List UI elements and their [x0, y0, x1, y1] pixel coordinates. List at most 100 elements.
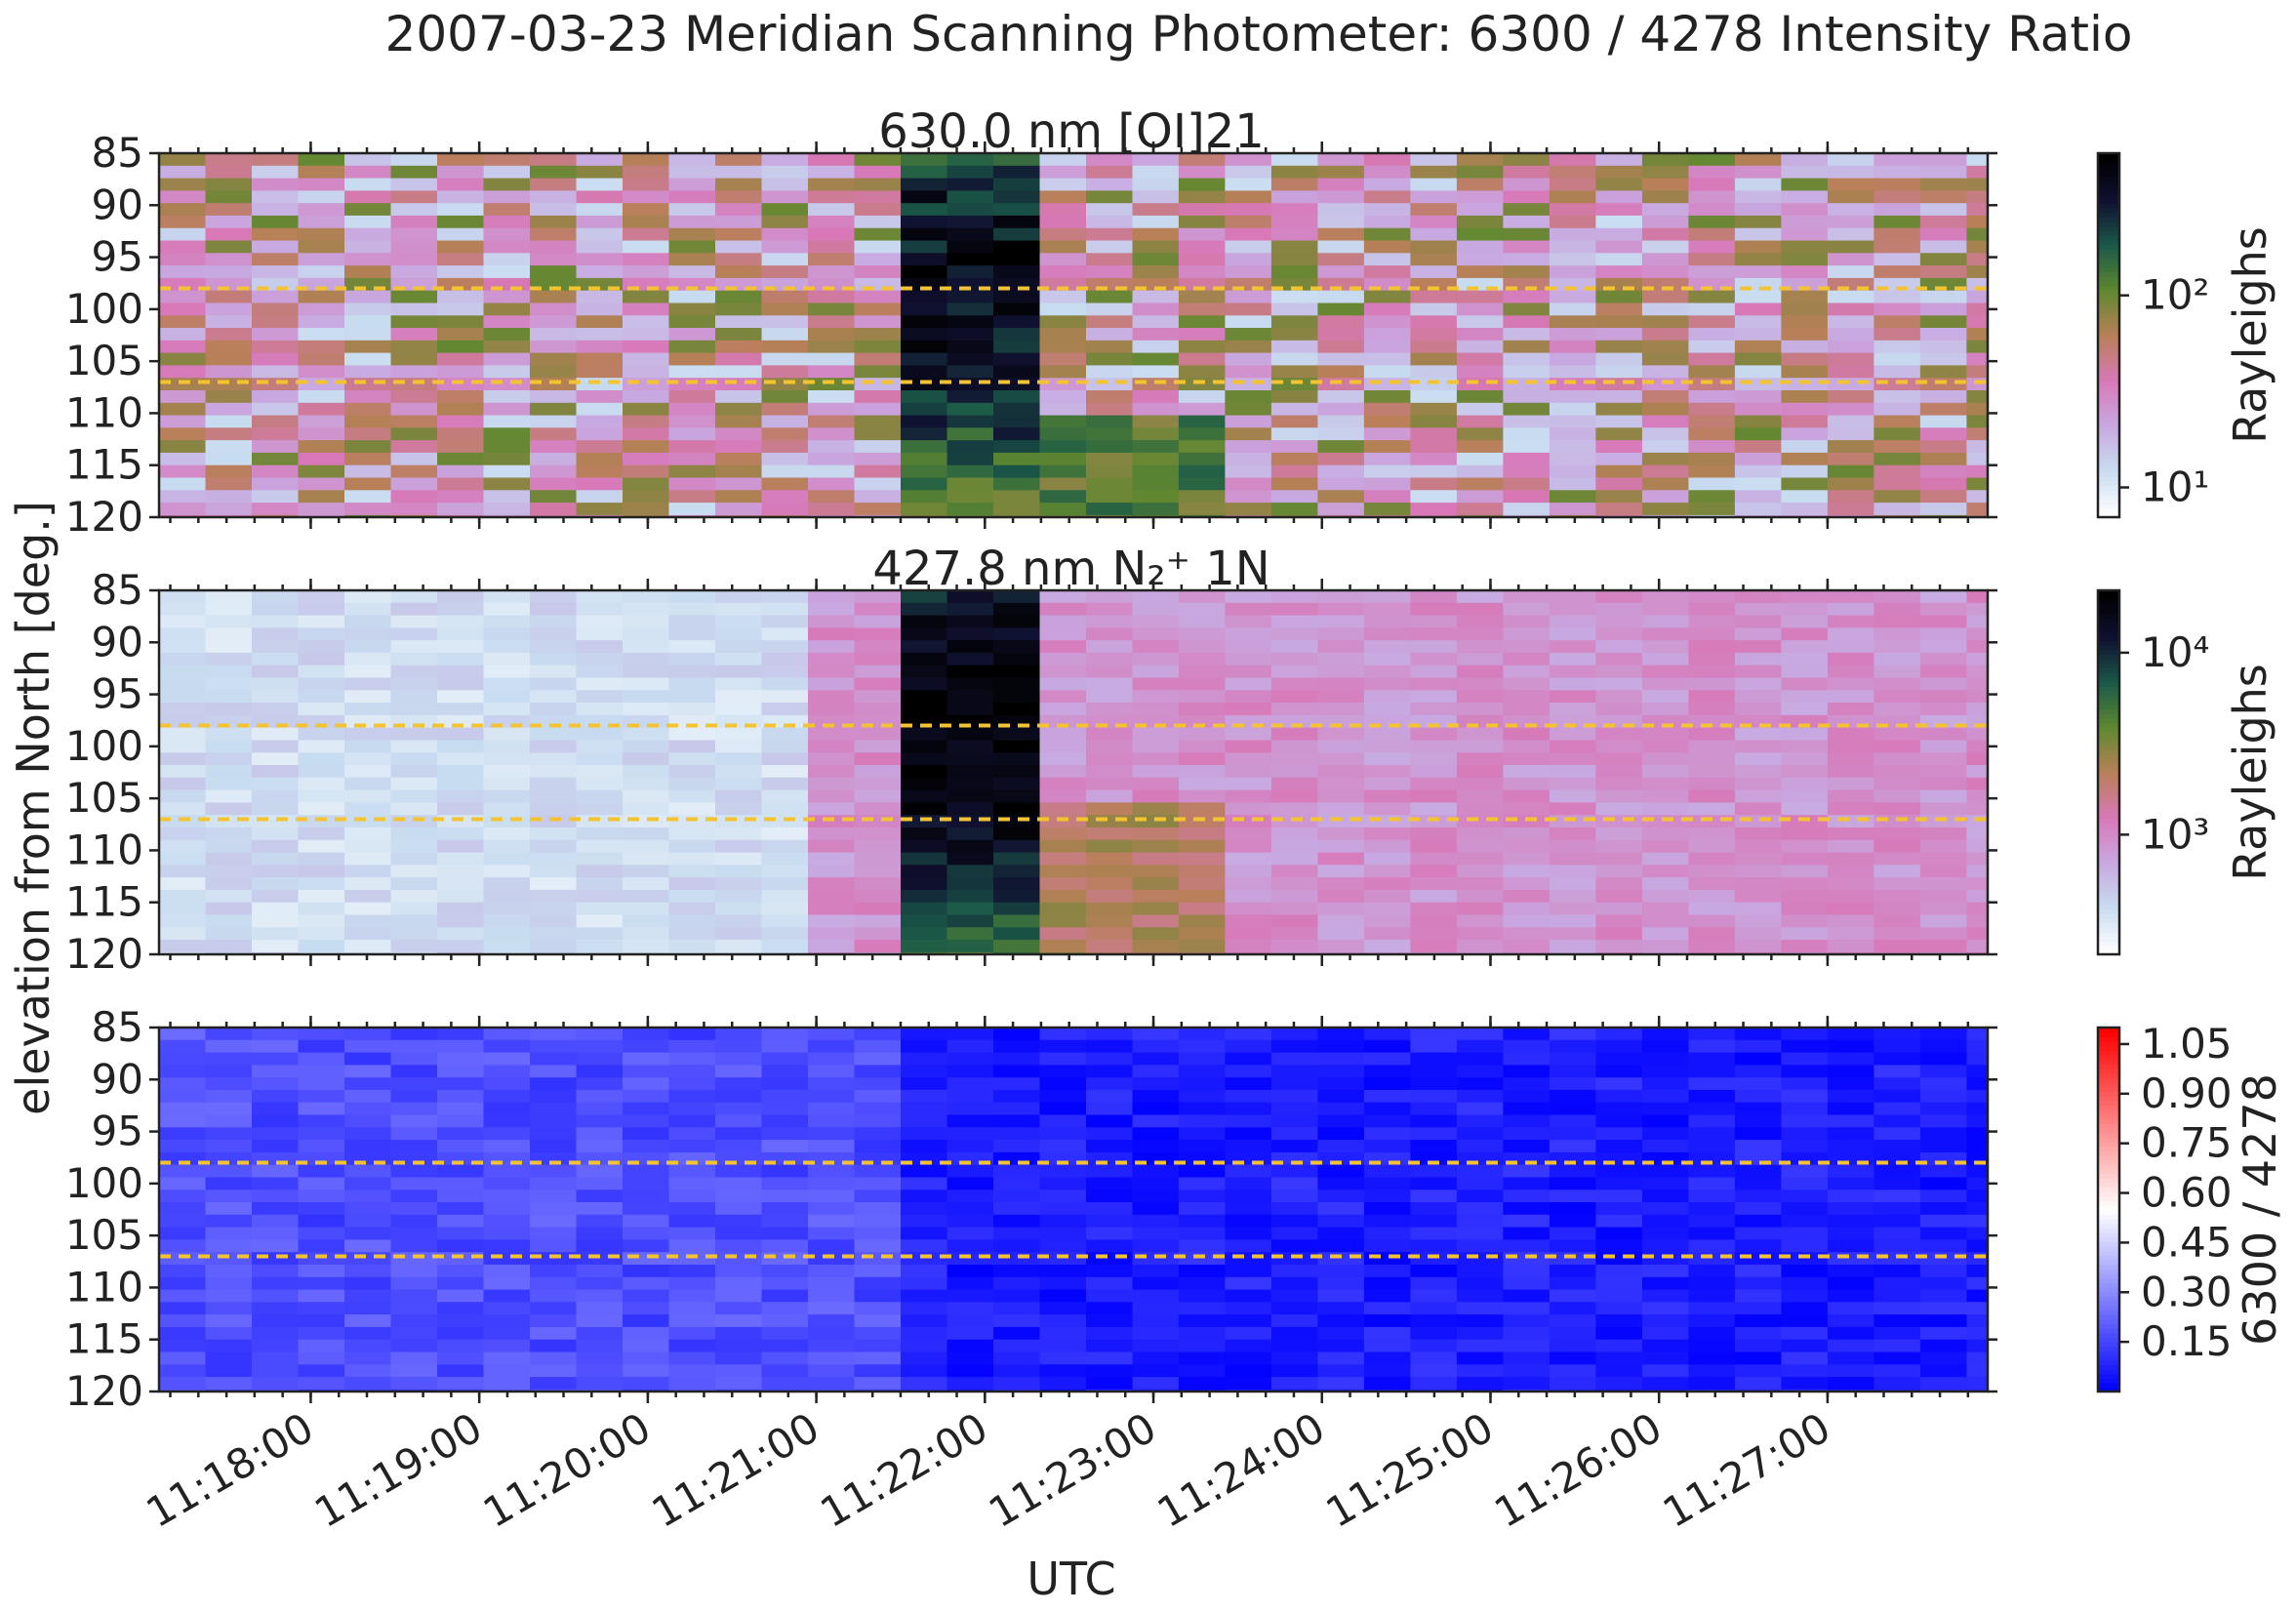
heatmap-cell — [298, 1190, 345, 1203]
heatmap-cell — [1781, 865, 1829, 878]
heatmap-cell — [1039, 265, 1087, 279]
y-tick-label: 110 — [65, 1263, 143, 1311]
heatmap-cell — [159, 265, 207, 279]
heatmap-cell — [298, 265, 345, 279]
heatmap-cell — [901, 1339, 948, 1353]
heatmap-cell — [1688, 602, 1736, 617]
heatmap-cell — [1734, 1326, 1782, 1341]
heatmap-cell — [1132, 940, 1180, 953]
heatmap-cell — [668, 302, 716, 316]
heatmap-cell — [1781, 1227, 1829, 1240]
heatmap-cell — [761, 165, 809, 180]
heatmap-cell — [1363, 827, 1411, 841]
heatmap-cell — [1641, 1302, 1689, 1315]
heatmap-cell — [1317, 1077, 1365, 1091]
heatmap-cell — [993, 1190, 1041, 1203]
colorbar-swatch — [2098, 886, 2119, 892]
heatmap-cell — [1595, 153, 1643, 167]
colorbar-swatch — [2098, 618, 2119, 624]
heatmap-cell — [1966, 652, 1989, 666]
heatmap-cell — [1270, 865, 1318, 878]
heatmap-cell — [1363, 477, 1411, 491]
colorbar-swatch — [2098, 398, 2119, 405]
heatmap-cell — [1270, 190, 1318, 204]
heatmap-cell — [1363, 652, 1411, 666]
heatmap-cell — [1688, 452, 1736, 466]
heatmap-cell — [437, 302, 485, 316]
heatmap-cell — [623, 627, 670, 641]
heatmap-cell — [1086, 240, 1134, 254]
heatmap-cell — [1919, 378, 1967, 391]
heatmap-cell — [1363, 602, 1411, 617]
heatmap-cell — [530, 315, 578, 329]
heatmap-cell — [1641, 265, 1689, 279]
heatmap-cell — [1688, 440, 1736, 454]
heatmap-cell — [298, 665, 345, 679]
heatmap-cell — [993, 464, 1041, 479]
heatmap-cell — [947, 1326, 994, 1341]
heatmap-cell — [530, 440, 578, 454]
heatmap-cell — [1595, 503, 1643, 516]
colorbar-swatch — [2098, 945, 2119, 951]
heatmap-cell — [1595, 1252, 1643, 1266]
heatmap-cell — [344, 378, 392, 391]
heatmap-cell — [808, 227, 856, 242]
heatmap-cell — [437, 390, 485, 404]
heatmap-cell — [623, 1127, 670, 1141]
heatmap-cell — [1270, 802, 1318, 816]
heatmap-cell — [715, 727, 763, 742]
heatmap-cell — [1132, 802, 1180, 816]
colorbar-swatch — [2098, 1082, 2119, 1088]
heatmap-cell — [854, 290, 902, 304]
heatmap-cell — [1734, 415, 1782, 428]
heatmap-cell — [1503, 440, 1551, 454]
heatmap-cell — [1363, 1102, 1411, 1116]
heatmap-cell — [1410, 1202, 1458, 1216]
heatmap-cell — [298, 302, 345, 316]
colorbar-tick-label: 1.05 — [2141, 1020, 2233, 1068]
heatmap-cell — [1503, 665, 1551, 679]
heatmap-cell — [1966, 1289, 1989, 1303]
heatmap-cell — [1966, 1127, 1989, 1141]
heatmap-cell — [390, 914, 438, 928]
heatmap-cell — [1317, 802, 1365, 816]
heatmap-cell — [1086, 227, 1134, 242]
heatmap-cell — [1086, 1339, 1134, 1353]
colorbar-swatch — [2098, 435, 2119, 441]
heatmap-cell — [1086, 340, 1134, 354]
heatmap-cell — [715, 1377, 763, 1391]
heatmap-cell — [298, 452, 345, 466]
heatmap-cell — [1549, 302, 1596, 316]
heatmap-cell — [1178, 777, 1226, 791]
heatmap-cell — [1503, 802, 1551, 816]
heatmap-cell — [1503, 390, 1551, 404]
heatmap-cell — [993, 1028, 1041, 1041]
heatmap-cell — [993, 328, 1041, 342]
heatmap-cell — [1595, 265, 1643, 279]
colorbar-swatch — [2098, 184, 2119, 191]
heatmap-cell — [947, 1140, 994, 1153]
heatmap-cell — [1503, 1351, 1551, 1365]
heatmap-cell — [1270, 1202, 1318, 1216]
heatmap-cell — [530, 1102, 578, 1116]
heatmap-cell — [1317, 627, 1365, 641]
heatmap-cell — [159, 940, 207, 953]
heatmap-cell — [1827, 153, 1874, 167]
heatmap-cell — [159, 1364, 207, 1378]
colorbar-swatch — [2098, 635, 2119, 642]
heatmap-cell — [576, 1214, 624, 1229]
heatmap-cell — [205, 902, 253, 916]
heatmap-cell — [1410, 340, 1458, 354]
heatmap-cell — [1132, 203, 1180, 217]
heatmap-cell — [530, 452, 578, 466]
colorbar-swatch — [2098, 1209, 2119, 1215]
heatmap-cell — [1781, 390, 1829, 404]
heatmap-cell — [1641, 477, 1689, 491]
heatmap-cell — [1363, 1052, 1411, 1066]
heatmap-cell — [715, 390, 763, 404]
heatmap-cell — [1781, 1314, 1829, 1328]
heatmap-cell — [1734, 1065, 1782, 1078]
heatmap-cell — [344, 914, 392, 928]
heatmap-cell — [715, 1289, 763, 1303]
heatmap-cell — [1270, 352, 1318, 366]
